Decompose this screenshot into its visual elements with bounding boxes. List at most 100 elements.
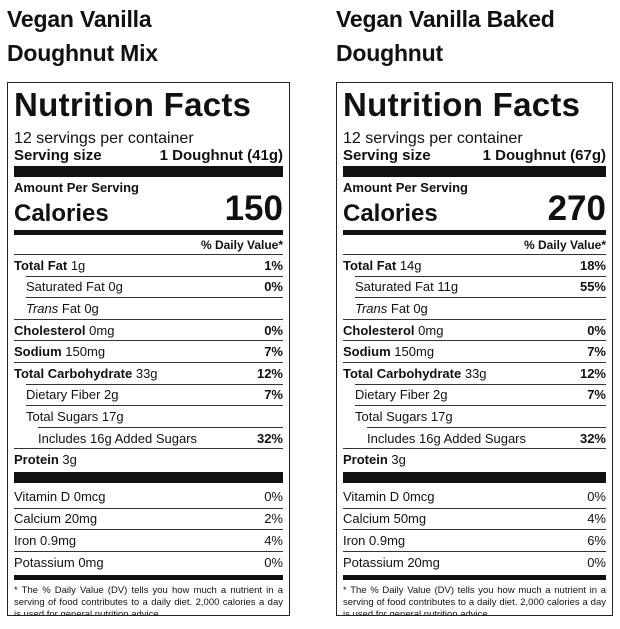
nutrient-name: Total Sugars [26, 408, 99, 424]
calories-label: Calories [14, 200, 109, 227]
divider [343, 230, 606, 235]
vitamin-name: Calcium [14, 511, 61, 527]
nutrient-name: Trans [26, 300, 59, 316]
nutrient-row: Sodium 150mg 7% [14, 340, 283, 362]
vitamin-amount: 20mg [64, 511, 98, 527]
nutrient-amount: 1g [70, 257, 86, 273]
vitamin-name: Vitamin D [343, 489, 400, 505]
daily-value: 7% [587, 344, 606, 360]
calories-row: Calories 270 [343, 191, 606, 227]
nutrient-row: Trans Fat 0g [26, 297, 283, 319]
nutrient-row: Includes 16g Added Sugars 32% [38, 426, 283, 449]
daily-value: 0% [264, 554, 283, 570]
daily-value: 6% [587, 532, 606, 548]
daily-value: 18% [579, 257, 606, 273]
divider [343, 166, 606, 177]
nutrient: Includes 16g Added Sugars [38, 431, 197, 446]
nutrient-row: Saturated Fat 11g 55% [355, 275, 606, 298]
vitamin: Potassium 0mg [14, 555, 104, 570]
divider [14, 575, 283, 581]
divider [343, 471, 606, 483]
daily-value: 0% [587, 489, 606, 505]
serving-size-row: Serving size 1 Doughnut (41g) [14, 147, 283, 164]
nutrient: Trans Fat 0g [355, 301, 428, 316]
nutrient-name: Total Fat [343, 257, 397, 273]
nutrient-amount: 3g [62, 452, 77, 468]
nutrition-label: Nutrition Facts 12 servings per container… [7, 82, 290, 616]
serving-size: 1 Doughnut (67g) [482, 147, 606, 164]
vitamin-amount: 0mg [78, 554, 104, 570]
divider [14, 230, 283, 235]
nutrient-name: Includes 16g Added Sugars [367, 430, 527, 446]
nutrient-name: Fat [390, 300, 410, 316]
vitamin-row: Potassium 20mg 0% [343, 550, 606, 573]
nutrient: Total Carbohydrate 33g [14, 366, 158, 381]
header: Nutrition Facts [343, 86, 581, 123]
label-panel: Vegan Vanilla Baked Doughnut Nutrition Fac… [336, 0, 613, 616]
vitamin-row: Vitamin D 0mcg 0% [343, 486, 606, 508]
nutrient: Total Fat 1g [14, 258, 85, 273]
nutrient-row: Total Sugars 17g [26, 405, 283, 427]
title-line: Vegan Vanilla Baked [336, 6, 555, 32]
daily-value: 4% [264, 532, 283, 548]
label-panel: Vegan Vanilla Doughnut Mix Nutrition Facts… [7, 0, 290, 616]
divider [14, 166, 283, 177]
vitamin-amount: 0mcg [73, 489, 106, 505]
nutrient: Total Carbohydrate 33g [343, 366, 487, 381]
vitamin: Iron 0.9mg [14, 533, 76, 548]
nutrient: Saturated Fat 11g [355, 279, 458, 294]
title-line: Doughnut [336, 40, 443, 66]
nutrient-row: Sodium 150mg 7% [343, 340, 606, 362]
vitamin-row: Calcium 20mg 2% [14, 507, 283, 530]
nutrient-name: Total Carbohydrate [14, 365, 133, 381]
daily-value: 7% [587, 387, 606, 403]
daily-value-header: % Daily Value* [200, 238, 283, 252]
nutrient-name: Sodium [14, 344, 62, 360]
nutrient-amount: 2g [104, 387, 119, 403]
vitamin: Potassium 20mg [343, 555, 440, 570]
nutrient: Sodium 150mg [14, 344, 105, 359]
vitamin: Calcium 50mg [343, 511, 426, 526]
vitamin-name: Iron [14, 532, 37, 548]
nutrient: Total Sugars 17g [355, 409, 453, 424]
daily-value: 2% [264, 511, 283, 527]
nutrient-amount: 17g [101, 408, 124, 424]
vitamin-row: Iron 0.9mg 6% [343, 529, 606, 551]
nutrient-amount: 33g [464, 365, 487, 381]
footnote: * The % Daily Value (DV) tells you how m… [343, 585, 606, 616]
daily-value: 0% [264, 322, 283, 338]
vitamin-name: Calcium [343, 511, 390, 527]
nutrient-name: Saturated Fat [26, 279, 105, 295]
calories: 150 [224, 189, 283, 228]
daily-value: 1% [264, 257, 283, 273]
vitamin-name: Potassium [14, 554, 75, 570]
daily-value-header: % Daily Value* [523, 238, 606, 252]
nutrient-amount: 2g [433, 387, 448, 403]
nutrient-amount: 150mg [65, 344, 106, 360]
nutrient-row: Protein 3g [343, 448, 606, 470]
nutrient-name: Saturated Fat [355, 279, 434, 295]
nutrient: Includes 16g Added Sugars [367, 431, 526, 446]
nutrient-name: Includes 16g Added Sugars [38, 430, 198, 446]
nutrient-row: Cholesterol 0mg 0% [14, 318, 283, 341]
nutrient-name: Sodium [343, 344, 391, 360]
vitamin-amount: 0mcg [402, 489, 435, 505]
nutrient-amount: 3g [391, 452, 406, 468]
nutrient: Trans Fat 0g [26, 301, 99, 316]
nutrient-row: Protein 3g [14, 448, 283, 470]
daily-value: 32% [256, 430, 283, 446]
daily-value: 7% [264, 344, 283, 360]
nutrient-row: Total Fat 14g 18% [343, 254, 606, 276]
nutrient-name: Protein [14, 452, 59, 468]
nutrient-row: Trans Fat 0g [355, 297, 606, 319]
nutrient-name: Trans [355, 300, 388, 316]
label-title: Vegan Vanilla Baked Doughnut [336, 2, 613, 82]
vitamin: Vitamin D 0mcg [14, 489, 106, 504]
servings: 12 servings per container [14, 130, 194, 147]
nutrient-row: Total Carbohydrate 33g 12% [14, 361, 283, 384]
nutrient: Protein 3g [343, 452, 406, 467]
nutrient: Dietary Fiber 2g [26, 387, 119, 402]
amount-per-serving: Amount Per Serving [343, 180, 468, 195]
vitamin: Calcium 20mg [14, 511, 97, 526]
